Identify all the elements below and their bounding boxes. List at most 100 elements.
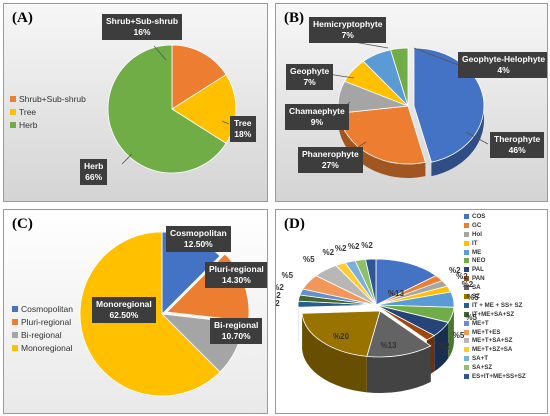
legend-label: IT+ME+SA+SZ [472,310,515,318]
legend-swatch [10,108,16,115]
pie-a-svg [107,44,237,174]
legend-swatch [464,222,469,228]
pie-d-value-label: %5 [467,293,479,303]
legend-swatch [10,121,16,128]
panel-c-label: (C) [12,216,33,232]
legend-swatch [464,240,469,246]
pie-d-value-label: %2 [456,272,468,282]
legend-item: ME+T+ES [464,328,526,337]
legend-item: SA [464,283,526,292]
legend-swatch [10,95,16,102]
legend-label: GC [472,221,482,229]
pie-d-value-label: %2 [437,341,450,351]
callout-hemicryptophyte: Hemicryptophyte 7% [309,17,387,43]
legend-label: Hol [472,230,482,238]
pie-d-value-label: %2 [334,244,347,254]
legend-item: Cosmopolitan [12,302,73,315]
legend-swatch [464,347,469,353]
legend-swatch [464,258,469,264]
pie-d-value-label: %2 [461,279,474,289]
pie-d-value-label: %2 [361,241,373,251]
legend-label: Bi-regional [21,329,62,340]
legend-item: PAL [464,265,526,274]
pie-d-value-label: %5 [281,270,294,280]
legend-label: SA [472,284,481,292]
legend-item: ME+T+SZ+SA [464,345,526,354]
legend-item: Pluri-regional [12,315,73,328]
legend-item: COS [464,212,526,221]
legend-swatch [464,329,469,335]
legend-swatch [464,285,469,291]
legend-swatch [12,318,18,325]
legend-swatch [12,344,18,351]
panel-a-label: (A) [12,10,33,26]
panel-b-life-form-chart: (B) Hemicryptophyte 7% Geophyte 7% Chamaep… [275,3,548,202]
callout-geophyte-helophyte: Geophyte-Helophyte 4% [458,52,547,78]
pie-d-side-8 [366,345,431,393]
callout-chamaephyte: Chamaephyte 9% [285,104,349,130]
pie-d-slice-18 [364,258,377,306]
legend-swatch [464,267,469,273]
legend-swatch [464,293,469,299]
pie-d-value-label: %2 [347,242,360,252]
pie-d-value-label: %2 [275,299,280,308]
legend-item: Bi-regional [12,328,73,341]
legend-item: SZ [464,292,526,301]
callout-herb: Herb 66% [80,159,108,185]
legend-label: ME+T+SZ+SA [472,346,513,354]
legend-item: GC [464,221,526,230]
legend-c: Cosmopolitan Pluri-regional Bi-regional Mon… [12,302,73,354]
panel-d-label: (D) [284,216,305,232]
pie-d-value-label: %13 [387,289,404,299]
pie-d-value-label: %2 [276,283,284,293]
pie-a-slice-0 [171,44,227,110]
pie-d-slice-0 [375,258,437,306]
legend-swatch [464,249,469,255]
legend-label: Cosmopolitan [21,303,73,314]
callout-geophyte: Geophyte 7% [286,64,334,90]
legend-item: ME [464,248,526,257]
legend-label: ME+T [472,319,489,327]
legend-label: SZ [472,292,480,300]
callout-shrub: Shrub+Sub-shrub 16% [102,14,183,40]
legend-swatch [464,373,469,379]
legend-label: SA+T [472,355,488,363]
pie-d-svg [297,258,455,393]
legend-label: SA+SZ [472,364,493,372]
legend-item: ES+IT+ME+SS+SZ [464,372,526,381]
panel-c-chorotype-chart: (C) Cosmopolitan Pluri-regional Bi-regiona… [3,209,268,414]
pie-d-value-label: %2 [322,247,335,257]
legend-label: NEO [472,257,486,265]
pie-d-value-label: %5 [465,312,477,322]
pie-b-leader-0 [353,41,389,49]
pie-d-value-label: %2 [448,265,461,275]
callout-therophyte: Therophyte 46% [490,132,545,158]
pie-d-side-5 [448,307,454,359]
legend-d: COS GC Hol IT ME NEO PAL PAN SA SZ IT + ME + SS+ S… [464,212,526,381]
legend-item: Hol [464,230,526,239]
pie-d-value-label: %2 [276,291,281,301]
legend-item: SA+T [464,354,526,363]
legend-item: SA+SZ [464,363,526,372]
legend-label: PAN [472,275,485,283]
panel-d-phytogeographic-chart: (D) COS GC Hol IT ME NEO PAL PAN SA SZ IT + ME + S… [275,209,548,414]
callout-phanerophyte: Phanerophyte 27% [298,147,363,173]
pie-d-value-label: %5 [302,255,315,265]
legend-item: Tree [10,105,86,118]
legend-item: IT+ME+SA+SZ [464,310,526,319]
legend-label: IT [472,239,478,247]
legend-swatch [464,311,469,317]
legend-swatch [464,338,469,344]
callout-pluri-regional: Pluri-regional 14.30% [205,262,267,288]
pie-d-slice-7 [375,304,436,341]
legend-swatch [464,356,469,362]
legend-label: Shrub+Sub-shrub [19,93,86,104]
legend-item: Monoregional [12,341,73,354]
panel-a-growth-form-chart: (A) Shrub+Sub-shrub Tree Herb Shrub+Sub-sh… [3,3,268,202]
pie-a-slice-1 [171,74,237,144]
legend-item: IT + ME + SS+ SZ [464,301,526,310]
legend-swatch [12,331,18,338]
pie-d-side-6 [434,322,449,372]
pie-d-side-9 [302,313,367,393]
panel-b-label: (B) [284,10,304,26]
